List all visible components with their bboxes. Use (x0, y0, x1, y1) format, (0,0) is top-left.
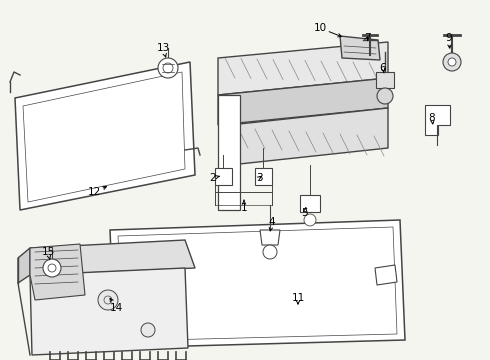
Text: 8: 8 (429, 113, 435, 124)
Circle shape (448, 58, 456, 66)
Circle shape (163, 63, 173, 73)
Polygon shape (340, 36, 380, 60)
Polygon shape (375, 265, 397, 285)
Polygon shape (300, 195, 320, 212)
Polygon shape (110, 220, 405, 348)
Polygon shape (30, 240, 195, 275)
Circle shape (104, 296, 112, 304)
Text: 12: 12 (87, 186, 106, 197)
Text: 3: 3 (256, 173, 262, 183)
Text: 10: 10 (314, 23, 342, 37)
Polygon shape (15, 62, 195, 210)
Text: 5: 5 (302, 208, 308, 218)
Polygon shape (118, 227, 397, 341)
Circle shape (263, 245, 277, 259)
Text: 2: 2 (210, 173, 219, 183)
Polygon shape (215, 168, 232, 185)
Polygon shape (260, 230, 280, 245)
Polygon shape (218, 42, 388, 95)
Text: 15: 15 (41, 247, 54, 260)
Polygon shape (218, 78, 388, 125)
Text: 9: 9 (446, 33, 452, 48)
Circle shape (377, 88, 393, 104)
Text: 11: 11 (292, 293, 305, 304)
Polygon shape (30, 244, 85, 300)
Polygon shape (18, 248, 30, 283)
Text: 14: 14 (109, 298, 122, 313)
Circle shape (304, 214, 316, 226)
Circle shape (48, 264, 56, 272)
Text: 7: 7 (364, 33, 370, 43)
Polygon shape (230, 108, 388, 165)
Text: 13: 13 (156, 43, 170, 57)
Polygon shape (425, 105, 450, 135)
Circle shape (443, 53, 461, 71)
Polygon shape (23, 72, 185, 202)
Polygon shape (255, 168, 272, 185)
Text: 1: 1 (241, 200, 247, 213)
Text: 6: 6 (380, 63, 386, 73)
Circle shape (98, 290, 118, 310)
Circle shape (158, 58, 178, 78)
Circle shape (141, 323, 155, 337)
Polygon shape (218, 95, 240, 210)
Polygon shape (376, 72, 394, 88)
Polygon shape (30, 268, 188, 355)
Circle shape (43, 259, 61, 277)
Text: 4: 4 (269, 217, 275, 231)
